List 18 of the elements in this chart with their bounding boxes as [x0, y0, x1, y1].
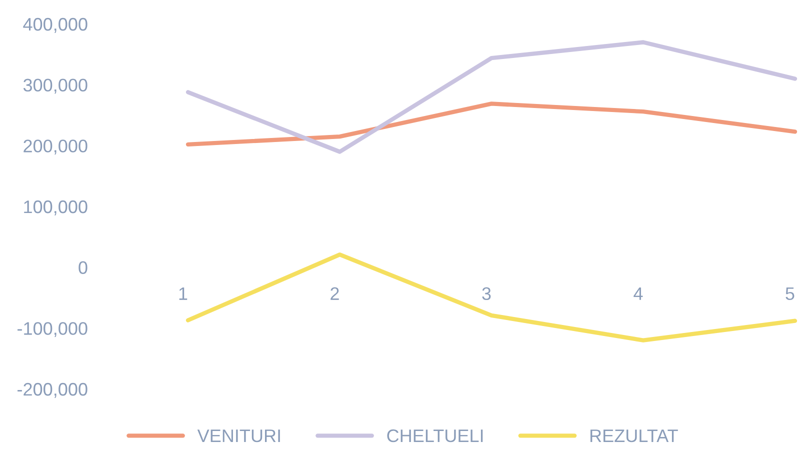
legend-label: REZULTAT: [590, 430, 678, 442]
x-tick-label: 2: [330, 287, 339, 300]
y-tick-label: -100,000: [18, 322, 88, 338]
y-tick-label: -200,000: [18, 382, 88, 398]
x-tick-label: 1: [179, 287, 188, 300]
x-tick-label: 3: [482, 287, 491, 300]
line-series: [186, 102, 798, 147]
x-tick-label: 4: [634, 287, 643, 300]
line-series: [186, 40, 798, 154]
legend-label: CHELTUELI: [387, 429, 483, 442]
legend-label: VENITURI: [197, 430, 280, 442]
y-tick-label: 0: [78, 261, 88, 274]
line-series: [186, 252, 798, 342]
x-tick-label: 5: [786, 287, 794, 300]
y-tick-label: 200,000: [24, 140, 88, 155]
y-tick-label: 400,000: [23, 18, 88, 33]
y-tick-label: 300,000: [23, 78, 88, 94]
y-tick-label: 100,000: [24, 200, 88, 216]
